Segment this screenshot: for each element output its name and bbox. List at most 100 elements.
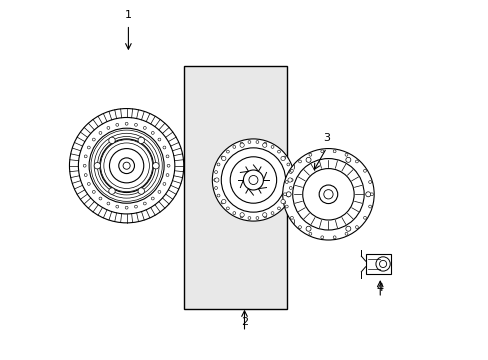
Circle shape xyxy=(345,232,347,235)
Circle shape xyxy=(92,190,95,193)
Circle shape xyxy=(221,156,225,161)
Circle shape xyxy=(167,164,170,167)
Circle shape xyxy=(280,156,285,161)
Circle shape xyxy=(247,217,250,220)
Circle shape xyxy=(84,174,87,176)
Circle shape xyxy=(287,178,292,182)
Circle shape xyxy=(217,194,220,197)
Circle shape xyxy=(355,160,358,163)
Bar xyxy=(183,66,287,309)
Text: 2: 2 xyxy=(241,317,247,327)
Circle shape xyxy=(151,131,154,134)
Circle shape xyxy=(262,143,266,147)
Circle shape xyxy=(125,206,128,209)
Circle shape xyxy=(332,236,335,239)
Circle shape xyxy=(138,137,144,144)
Text: 4: 4 xyxy=(376,283,383,293)
Circle shape xyxy=(226,150,229,153)
Circle shape xyxy=(320,236,323,239)
Circle shape xyxy=(240,213,244,217)
Circle shape xyxy=(363,169,366,172)
Circle shape xyxy=(232,145,235,148)
Circle shape xyxy=(232,212,235,215)
Circle shape xyxy=(289,179,292,181)
Circle shape xyxy=(262,213,266,217)
Circle shape xyxy=(214,186,217,189)
Circle shape xyxy=(125,122,128,125)
Circle shape xyxy=(163,183,165,185)
Circle shape xyxy=(166,155,168,158)
Circle shape xyxy=(217,163,220,166)
Circle shape xyxy=(240,215,243,218)
Circle shape xyxy=(247,140,250,143)
Circle shape xyxy=(99,197,102,200)
Circle shape xyxy=(270,145,273,148)
Circle shape xyxy=(158,138,161,141)
Circle shape xyxy=(280,199,285,204)
Circle shape xyxy=(283,201,285,204)
Circle shape xyxy=(143,126,146,129)
Circle shape xyxy=(320,150,323,153)
Circle shape xyxy=(305,226,310,231)
Circle shape xyxy=(283,156,285,159)
Circle shape xyxy=(308,232,311,235)
Circle shape xyxy=(213,179,216,181)
Circle shape xyxy=(116,123,119,126)
Circle shape xyxy=(285,181,287,184)
Circle shape xyxy=(355,226,358,229)
Circle shape xyxy=(214,178,219,182)
Circle shape xyxy=(87,146,90,149)
Circle shape xyxy=(283,193,286,196)
Circle shape xyxy=(285,192,290,197)
Circle shape xyxy=(107,202,110,205)
Circle shape xyxy=(240,142,243,145)
Circle shape xyxy=(285,205,287,208)
Circle shape xyxy=(108,188,115,194)
Circle shape xyxy=(152,162,159,169)
Circle shape xyxy=(345,157,350,162)
Circle shape xyxy=(212,139,294,221)
Circle shape xyxy=(221,201,224,204)
Circle shape xyxy=(332,150,335,153)
Circle shape xyxy=(240,143,244,147)
Circle shape xyxy=(143,202,146,205)
Circle shape xyxy=(166,174,168,176)
Circle shape xyxy=(290,169,293,172)
Circle shape xyxy=(226,207,229,210)
Text: 1: 1 xyxy=(124,10,132,20)
Circle shape xyxy=(368,181,371,184)
Circle shape xyxy=(270,212,273,215)
Circle shape xyxy=(116,205,119,208)
Circle shape xyxy=(363,216,366,219)
Circle shape xyxy=(94,162,101,169)
Circle shape xyxy=(83,164,86,167)
Circle shape xyxy=(163,146,165,149)
Circle shape xyxy=(282,149,373,240)
Circle shape xyxy=(108,137,115,144)
Circle shape xyxy=(138,188,144,194)
Circle shape xyxy=(84,155,87,158)
Circle shape xyxy=(107,126,110,129)
Circle shape xyxy=(368,205,371,208)
Circle shape xyxy=(214,171,217,174)
Circle shape xyxy=(290,216,293,219)
Circle shape xyxy=(345,226,350,231)
Circle shape xyxy=(308,153,311,156)
Circle shape xyxy=(221,156,224,159)
Circle shape xyxy=(151,197,154,200)
Circle shape xyxy=(256,217,258,220)
Circle shape xyxy=(298,226,301,229)
Circle shape xyxy=(263,142,266,145)
Circle shape xyxy=(256,140,258,143)
Circle shape xyxy=(277,207,280,210)
Circle shape xyxy=(305,157,310,162)
Circle shape xyxy=(365,192,370,197)
Circle shape xyxy=(221,199,225,204)
Circle shape xyxy=(134,123,137,126)
Circle shape xyxy=(69,109,183,223)
Circle shape xyxy=(370,193,372,196)
Circle shape xyxy=(375,257,389,271)
Circle shape xyxy=(87,183,90,185)
Circle shape xyxy=(158,190,161,193)
Circle shape xyxy=(379,260,386,267)
